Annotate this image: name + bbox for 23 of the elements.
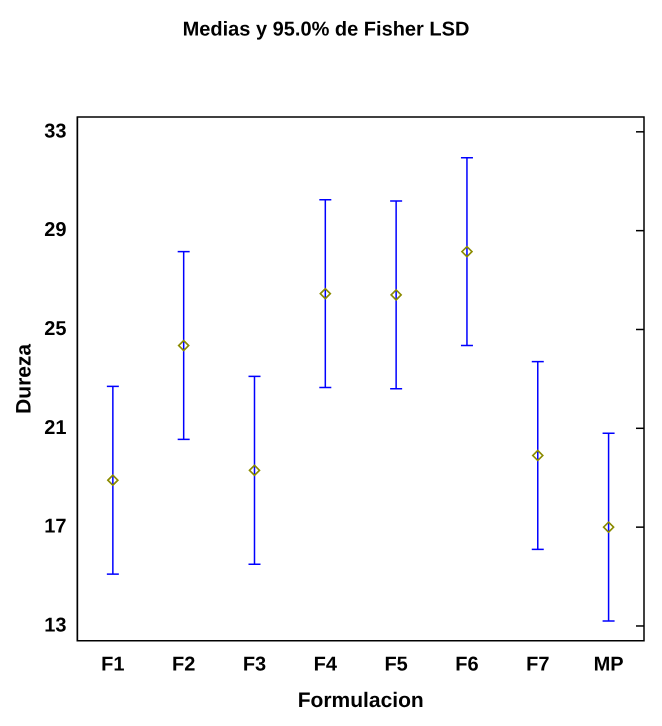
- point: [461, 246, 473, 258]
- x-tick-label: F4: [314, 653, 338, 676]
- x-tick-label: F1: [101, 653, 125, 676]
- x-axis-title: Formulacion: [298, 689, 424, 712]
- y-tick-label: 33: [44, 120, 66, 142]
- y-tick-label: 13: [44, 614, 66, 636]
- y-tick-label: 25: [44, 318, 66, 340]
- point: [248, 464, 260, 476]
- point: [390, 289, 402, 301]
- chart-title: Medias y 95.0% de Fisher LSD: [182, 18, 470, 41]
- y-tick-label: 17: [44, 516, 66, 538]
- x-tick-label: F6: [455, 653, 479, 676]
- x-tick-label: MP: [594, 653, 624, 676]
- x-tick-label: F5: [384, 653, 408, 676]
- x-tick-label: F2: [172, 653, 196, 676]
- point: [178, 340, 190, 352]
- y-tick-label: 29: [44, 219, 66, 242]
- x-tick-label: F7: [526, 653, 550, 676]
- y-tick-label: 21: [44, 416, 66, 439]
- x-tick-label: F3: [242, 653, 266, 676]
- point: [532, 450, 544, 462]
- y-axis-title: Dureza: [12, 344, 36, 414]
- point: [602, 521, 614, 533]
